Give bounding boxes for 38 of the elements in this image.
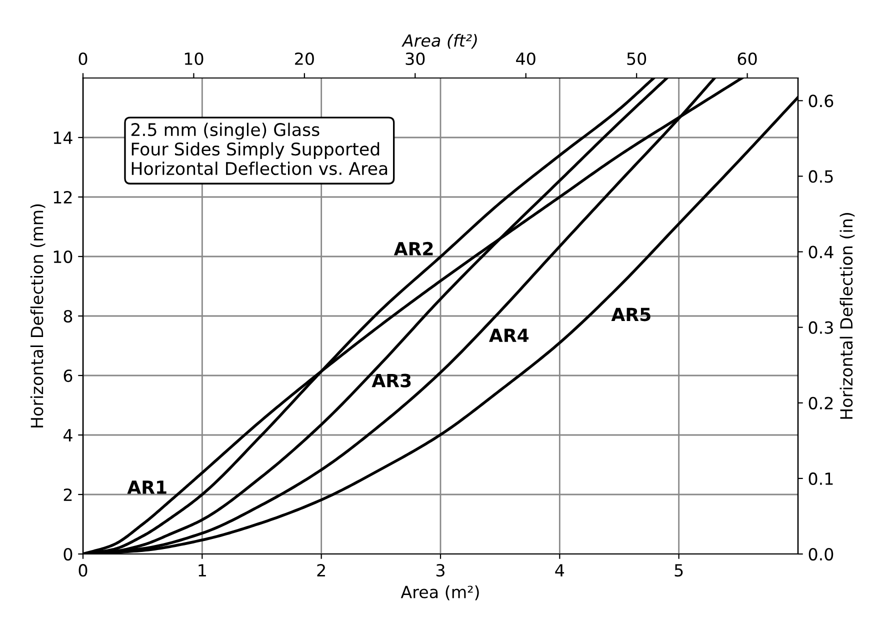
x-tick-label: 2 xyxy=(317,564,325,576)
y2-tick-label: 0.5 xyxy=(808,170,833,183)
x-tick-label: 3 xyxy=(436,564,444,577)
y-tick-label: 10 xyxy=(54,250,72,264)
y2-tick-label: 0.3 xyxy=(808,321,833,334)
annotation: AR5 xyxy=(611,308,650,322)
x-tick-label: 0 xyxy=(78,564,88,577)
y2-tick-label: 0.4 xyxy=(808,246,834,258)
annotation: AR4 xyxy=(489,328,529,342)
y2-axis-title: Horizontal Deflection (in) xyxy=(840,213,855,419)
annotation: AR2 xyxy=(394,242,433,256)
x2-tick-label: 20 xyxy=(295,52,314,66)
x-tick-label: 1 xyxy=(198,564,206,576)
x2-tick-label: 40 xyxy=(516,52,536,66)
x2-tick-label: 10 xyxy=(184,52,204,66)
y-tick-label: 12 xyxy=(54,190,72,204)
annotation: AR1 xyxy=(127,480,166,494)
x-axis-title: Area (m²) xyxy=(400,585,479,600)
y-tick-label: 4 xyxy=(63,429,72,442)
y-tick-label: 14 xyxy=(54,132,72,144)
y-tick-label: 0 xyxy=(64,548,72,561)
y2-tick-label: 0.6 xyxy=(808,94,834,108)
x2-axis-title: Area (ft²) xyxy=(402,34,477,49)
x-tick-label: 5 xyxy=(674,564,683,577)
annotation: AR3 xyxy=(372,374,411,388)
x2-tick-label: 30 xyxy=(406,52,425,66)
y-tick-label: 2 xyxy=(64,488,72,501)
y2-tick-label: 0.2 xyxy=(808,396,833,410)
y2-tick-label: 0.1 xyxy=(808,472,833,486)
y-tick-label: 6 xyxy=(64,369,72,382)
x2-tick-label: 60 xyxy=(738,52,757,66)
y-axis-title: Horizontal Deflection (mm) xyxy=(30,204,46,428)
annotation: 2.5 mm (single) Glass Four Sides Simply Supported Horizontal Deflection vs. Area xyxy=(131,122,388,176)
y-tick-label: 8 xyxy=(64,310,72,323)
x-tick-label: 4 xyxy=(555,564,564,576)
x2-tick-label: 0 xyxy=(78,52,88,66)
y2-tick-label: 0.0 xyxy=(808,548,834,561)
x2-tick-label: 50 xyxy=(627,52,646,66)
